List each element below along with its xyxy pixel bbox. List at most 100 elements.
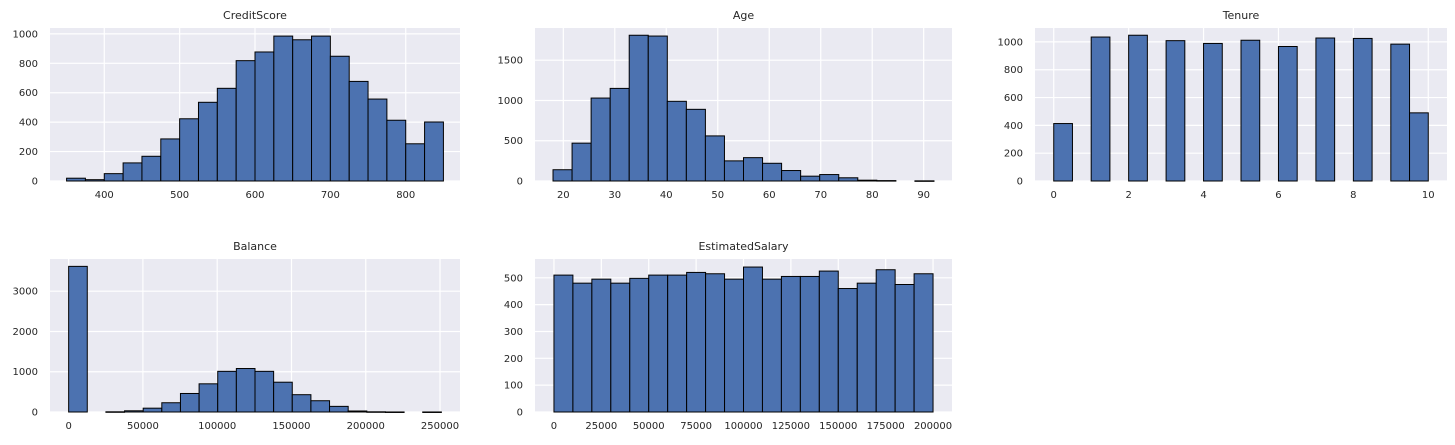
histogram-bar (781, 170, 802, 182)
y-tick-label: 300 (504, 327, 523, 338)
histogram-bar (367, 98, 388, 182)
histogram-bar (66, 177, 86, 182)
y-tick-label: 2000 (13, 327, 38, 338)
histogram-bar (273, 35, 294, 182)
y-tick-label: 0 (517, 408, 523, 419)
histogram-bar (685, 108, 706, 182)
y-tick-label: 0 (517, 177, 523, 188)
x-tick-label: 500 (170, 190, 189, 201)
histogram-bar (571, 142, 592, 182)
histogram-bar (647, 35, 668, 182)
histogram-bar (103, 173, 124, 182)
histogram-bar (705, 273, 726, 413)
histogram-bar (1090, 36, 1111, 182)
histogram-bar (273, 381, 293, 413)
y-tick-label: 500 (504, 273, 523, 284)
histogram-bar (762, 162, 783, 182)
y-tick-label: 500 (504, 136, 523, 147)
histogram-bar (366, 411, 386, 413)
histogram-bar (291, 394, 312, 413)
histogram-bar (1128, 34, 1148, 182)
panel-tenure: Tenure 0 2 4 6 8 10 0 200 400 600 800 1000 (998, 9, 1447, 201)
histogram-bar (254, 370, 275, 413)
y-tick-label: 0 (32, 408, 38, 419)
x-tick-label: 200000 (914, 421, 952, 432)
histogram-bar (723, 160, 744, 182)
histogram-bar (648, 274, 669, 413)
histogram-bar (591, 278, 612, 413)
histogram-bar (913, 273, 934, 413)
y-tick-label: 600 (19, 88, 38, 99)
histogram-bar (1203, 42, 1223, 182)
histogram-bar (347, 410, 368, 413)
histogram-bar (857, 179, 878, 182)
x-tick-label: 150000 (819, 421, 857, 432)
histogram-bar (743, 266, 763, 413)
histogram-bar (405, 143, 426, 182)
y-tick-label: 200 (504, 354, 523, 365)
x-tick-label: 70 (814, 190, 827, 201)
panel-estimatedsalary: EstimatedSalary 0 25000 50000 75000 100000 125… (504, 240, 952, 432)
histogram-bar (856, 282, 877, 413)
histogram-bar (124, 410, 144, 413)
x-tick-label: 2 (1125, 190, 1131, 201)
panel-balance: Balance 0 50000 100000 150000 200000 250000 0 10… (13, 240, 460, 432)
histogram-bar (122, 162, 143, 182)
histogram-bar (84, 179, 105, 182)
x-tick-label: 4 (1200, 190, 1206, 201)
histogram-bar (348, 80, 369, 182)
x-tick-label: 200000 (347, 421, 385, 432)
x-tick-label: 50 (711, 190, 724, 201)
x-tick-label: 800 (396, 190, 415, 201)
histogram-bar (179, 392, 200, 413)
histogram-bar (819, 174, 840, 182)
x-tick-label: 40 (660, 190, 673, 201)
histogram-bar (68, 265, 88, 413)
histogram-bar (838, 177, 859, 182)
histogram-bar (179, 118, 199, 182)
x-tick-label: 50000 (633, 421, 665, 432)
histogram-bar (1352, 37, 1373, 182)
histogram-bar (235, 368, 256, 413)
histogram-bar (553, 274, 574, 413)
y-tick-label: 3000 (13, 287, 38, 298)
histogram-bar (914, 180, 935, 182)
histogram-bar (235, 60, 256, 182)
x-tick-label: 0 (551, 421, 557, 432)
y-tick-label: 1000 (998, 37, 1023, 48)
x-tick-label: 60 (763, 190, 776, 201)
x-tick-label: 175000 (867, 421, 905, 432)
histogram-bar (609, 87, 630, 182)
histogram-bar (894, 284, 915, 413)
histogram-bar (105, 411, 126, 413)
histogram-bar (1053, 123, 1073, 182)
chart-title: CreditScore (223, 9, 287, 22)
histogram-bar (422, 411, 442, 413)
y-tick-label: 800 (1004, 65, 1023, 76)
histogram-bar (141, 155, 162, 182)
histogram-bar (629, 277, 650, 413)
x-tick-label: 0 (65, 421, 71, 432)
histogram-bar (197, 101, 218, 182)
x-tick-label: 100000 (724, 421, 762, 432)
y-tick-label: 200 (19, 147, 38, 158)
y-tick-label: 400 (504, 300, 523, 311)
histogram-bar (329, 405, 349, 413)
x-tick-label: 600 (245, 190, 264, 201)
histogram-bar (142, 407, 163, 413)
histogram-bar (311, 35, 331, 182)
histogram-bar (590, 97, 611, 182)
x-tick-label: 8 (1350, 190, 1356, 201)
chart-title: Age (733, 9, 755, 22)
histogram-bar (160, 138, 181, 182)
x-tick-label: 25000 (585, 421, 617, 432)
histogram-bar (704, 135, 725, 182)
histogram-bar (610, 282, 631, 413)
x-tick-label: 0 (1051, 190, 1057, 201)
histogram-bar (1165, 40, 1186, 182)
histogram-bar (386, 119, 407, 182)
x-tick-label: 20 (557, 190, 570, 201)
histogram-bar (799, 275, 820, 413)
histogram-bar (310, 400, 331, 413)
